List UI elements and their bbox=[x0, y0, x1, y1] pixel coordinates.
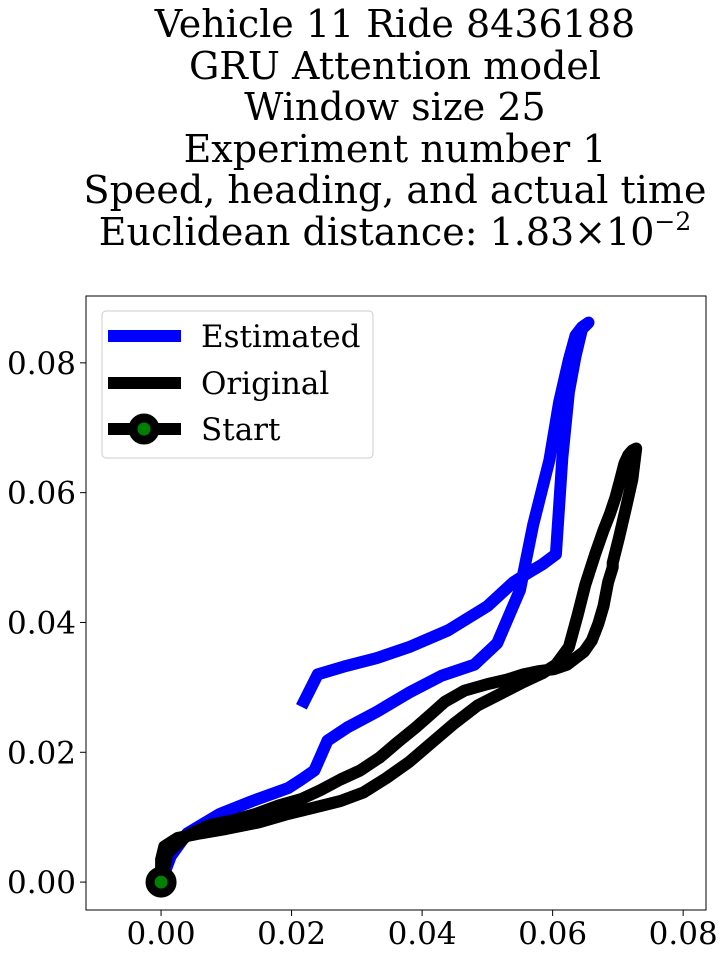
x-tick-label: 0.06 bbox=[518, 916, 587, 952]
title-line-4: Experiment number 1 bbox=[183, 126, 607, 171]
x-tick-label: 0.08 bbox=[649, 916, 718, 952]
y-tick-label: 0.04 bbox=[7, 605, 76, 641]
distance-exponent: −2 bbox=[654, 206, 692, 236]
x-tick-label: 0.00 bbox=[127, 916, 196, 952]
x-tick-label: 0.02 bbox=[257, 916, 326, 952]
title-line-1: Vehicle 11 Ride 8436188 bbox=[154, 2, 636, 46]
title-line-distance: Euclidean distance: 1.83×10−2 bbox=[0, 207, 722, 258]
legend-marker-start bbox=[128, 413, 160, 445]
legend-label-original: Original bbox=[201, 366, 329, 402]
y-tick-label: 0.06 bbox=[7, 476, 76, 512]
y-tick-label: 0.08 bbox=[7, 346, 76, 382]
chart-title: Vehicle 11 Ride 8436188 GRU Attention mo… bbox=[0, 2, 722, 258]
series-line-estimated bbox=[155, 316, 595, 885]
plot-frame bbox=[85, 295, 707, 911]
title-line-3: Window size 25 bbox=[244, 85, 546, 129]
legend-box bbox=[101, 310, 374, 459]
start-marker bbox=[145, 866, 177, 898]
y-tick-label: 0.00 bbox=[7, 865, 76, 901]
legend-label-estimated: Estimated bbox=[201, 319, 360, 355]
x-tick-label: 0.04 bbox=[388, 916, 457, 952]
title-line-5: Speed, heading, and actual time bbox=[83, 168, 707, 212]
title-line-2: GRU Attention model bbox=[188, 43, 602, 88]
distance-text: Euclidean distance: 1.83×10 bbox=[98, 209, 655, 254]
legend-label-start: Start bbox=[201, 412, 281, 448]
y-tick-label: 0.02 bbox=[7, 735, 76, 771]
series-line-original bbox=[155, 442, 643, 884]
